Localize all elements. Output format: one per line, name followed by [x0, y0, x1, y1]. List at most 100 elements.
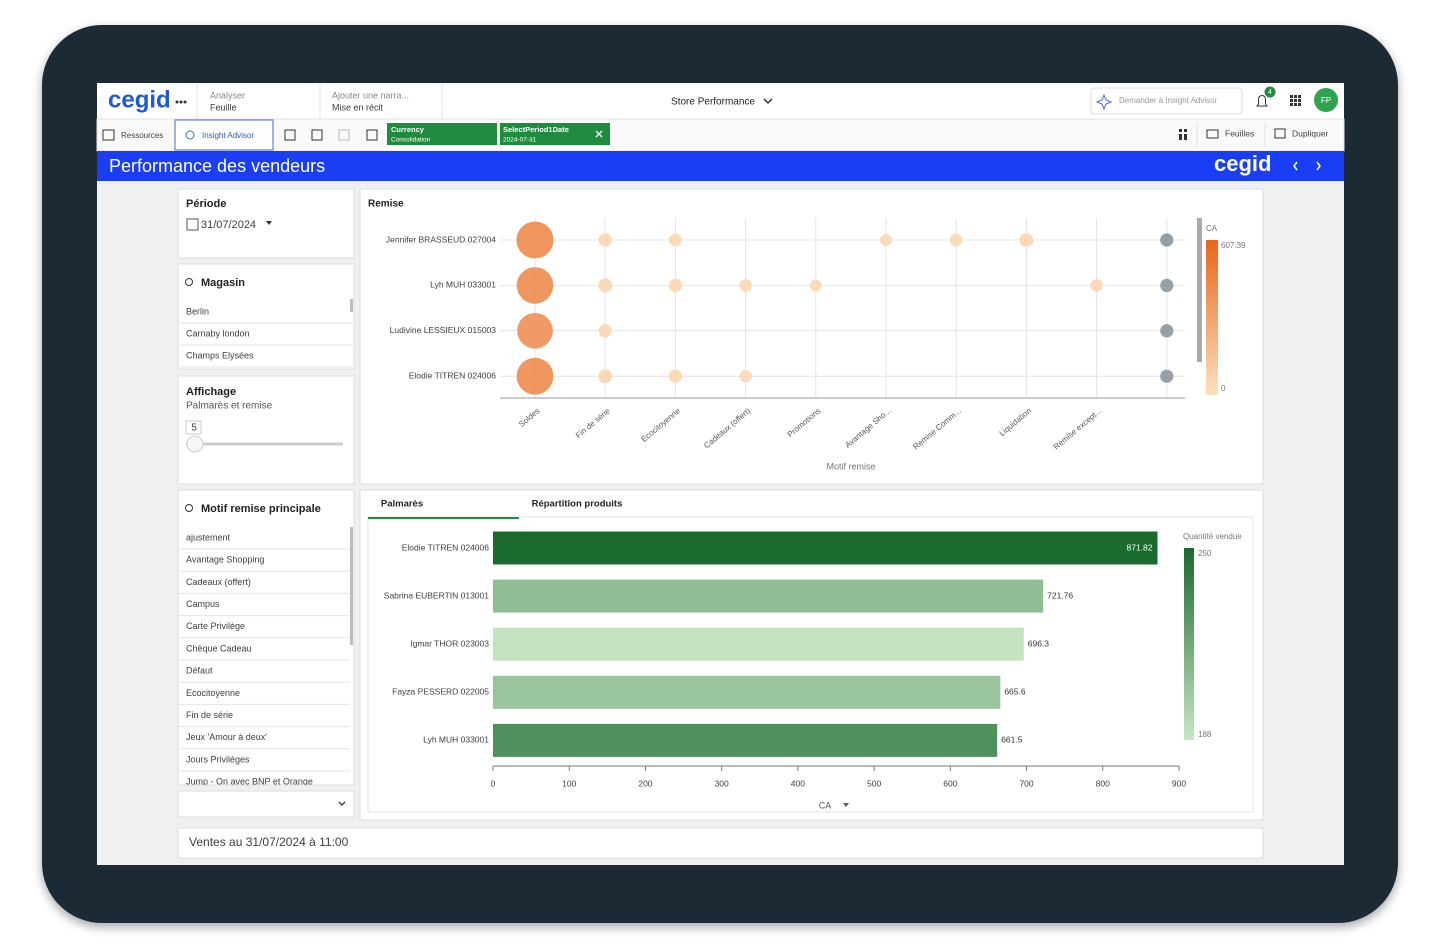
selection-tools[interactable]	[284, 129, 378, 141]
x-axis-title[interactable]: CA	[819, 800, 832, 810]
bubble[interactable]	[880, 234, 892, 246]
value-label: 871.82	[1127, 542, 1153, 552]
bell-icon[interactable]	[1256, 95, 1268, 107]
list-item[interactable]: Carte Privilège	[186, 621, 245, 631]
tab[interactable]: Palmarès	[381, 499, 423, 510]
list-item[interactable]: Cadeaux (offert)	[186, 577, 251, 587]
bubble[interactable]	[598, 278, 613, 293]
list-item[interactable]: Jours Privilèges	[186, 754, 250, 764]
dropdown[interactable]	[338, 801, 346, 806]
legend-tick-label: 188	[1198, 730, 1212, 739]
axis-menu	[843, 803, 849, 807]
avatar[interactable]	[1314, 88, 1338, 112]
slider-value: 5	[191, 423, 197, 434]
clear-selection[interactable]	[595, 130, 603, 138]
selection-chip[interactable]	[387, 123, 497, 145]
bubble[interactable]	[1019, 233, 1034, 247]
reason-list: ajustement Avantage Shopping Cadeaux (offe…	[178, 532, 350, 787]
bubble[interactable]	[668, 369, 683, 383]
grid-view-icon[interactable]	[1179, 129, 1187, 140]
duplicate-icon	[1274, 128, 1286, 139]
apps-icon[interactable]	[1290, 95, 1301, 106]
sheet-nav[interactable]	[1293, 161, 1321, 171]
bubble[interactable]	[1160, 278, 1174, 293]
bubble[interactable]	[516, 221, 554, 259]
bar[interactable]	[493, 723, 998, 757]
scrollbar	[350, 299, 353, 312]
insight-button: Insight Advisor	[202, 131, 254, 140]
bubble[interactable]	[949, 233, 963, 247]
color-legend	[1184, 548, 1194, 740]
sheet-band	[97, 151, 1344, 181]
bar[interactable]	[493, 627, 1024, 661]
bubble[interactable]	[598, 369, 613, 384]
bar[interactable]	[493, 579, 1044, 613]
list-item[interactable]: Fin de série	[186, 710, 233, 720]
toolbar	[96, 118, 1345, 152]
bar[interactable]	[493, 531, 1158, 565]
sheet-title: Performance des vendeurs	[109, 156, 325, 176]
x-axis-title: Motif remise	[826, 461, 875, 471]
list-item[interactable]: Ecocitoyenne	[186, 688, 240, 698]
legend-title: CA	[1206, 224, 1218, 233]
x-tick-label: 900	[1172, 778, 1186, 788]
legend-tick-label: 250	[1198, 549, 1212, 558]
bubble[interactable]	[1160, 369, 1174, 383]
bubble[interactable]	[668, 278, 683, 293]
list-item[interactable]: Berlin	[186, 306, 209, 316]
app-title[interactable]: Store Performance	[671, 97, 755, 108]
bubble[interactable]	[1090, 279, 1103, 292]
duplicate-button[interactable]: Dupliquer	[1292, 128, 1329, 138]
bubble[interactable]	[1160, 324, 1174, 338]
value-box	[185, 420, 202, 435]
selection-chip[interactable]	[500, 123, 610, 145]
list-item[interactable]: Campus	[186, 599, 220, 609]
value-label: 721.76	[1047, 590, 1073, 600]
tab[interactable]: Répartition produits	[532, 499, 623, 510]
y-tick-label: Elodie TITREN 024006	[409, 370, 497, 380]
bubble[interactable]	[1160, 233, 1174, 247]
bar[interactable]	[493, 675, 1001, 709]
value-label: 696.3	[1028, 638, 1050, 648]
chip-value: Consolidation	[391, 137, 431, 144]
list-item[interactable]: ajustement	[186, 532, 231, 542]
search-box[interactable]	[1090, 87, 1243, 115]
y-tick-label: Igmar THOR 023003	[410, 638, 489, 648]
bubble[interactable]	[516, 357, 554, 395]
value-label: 661.5	[1001, 735, 1023, 745]
bubble[interactable]	[517, 312, 553, 349]
list-item[interactable]: Défaut	[186, 666, 213, 676]
bubble[interactable]	[809, 279, 822, 292]
y-tick-label: Lyh MUH 033001	[423, 735, 489, 745]
list-item[interactable]: Champs Elysées	[186, 350, 254, 360]
bubble[interactable]	[739, 369, 752, 383]
scrollbar	[1197, 218, 1202, 362]
sheets-button[interactable]: Feuilles	[1225, 128, 1254, 138]
list-item[interactable]: Carnaby london	[186, 328, 250, 338]
period-value[interactable]: 31/07/2024	[201, 219, 256, 231]
chip-field: Currency	[391, 125, 425, 134]
bubble[interactable]	[516, 267, 554, 304]
bubble[interactable]	[739, 279, 752, 292]
analyze-value[interactable]: Feuille	[210, 102, 237, 112]
bubble[interactable]	[598, 324, 612, 338]
list-item[interactable]: Chèque Cadeau	[186, 643, 252, 653]
value-label: 665.6	[1004, 687, 1026, 697]
y-tick-label: Fayza PESSERD 022005	[392, 687, 489, 697]
list-item[interactable]: Avantage Shopping	[186, 555, 264, 565]
y-tick-label: Jennifer BRASSEUD 027004	[386, 234, 496, 244]
dropdown-arrow	[266, 221, 272, 225]
resources-button[interactable]: Ressources	[121, 131, 163, 140]
list-item[interactable]: Jeux 'Amour à deux'	[186, 732, 267, 742]
bubble[interactable]	[669, 233, 682, 247]
filter-subtitle: Palmarès et remise	[186, 401, 273, 412]
narrate-value[interactable]: Mise en récit	[332, 102, 384, 112]
slider-thumb[interactable]	[186, 435, 204, 453]
bubble[interactable]	[598, 233, 612, 247]
list-item[interactable]: Jump - On avec BNP et Orange	[186, 777, 313, 787]
filter-title: Magasin	[201, 277, 245, 289]
insight-tab[interactable]	[174, 119, 274, 151]
x-tick-label: 500	[867, 778, 881, 788]
more-menu[interactable]	[175, 100, 187, 104]
x-tick-label: 200	[638, 778, 652, 788]
